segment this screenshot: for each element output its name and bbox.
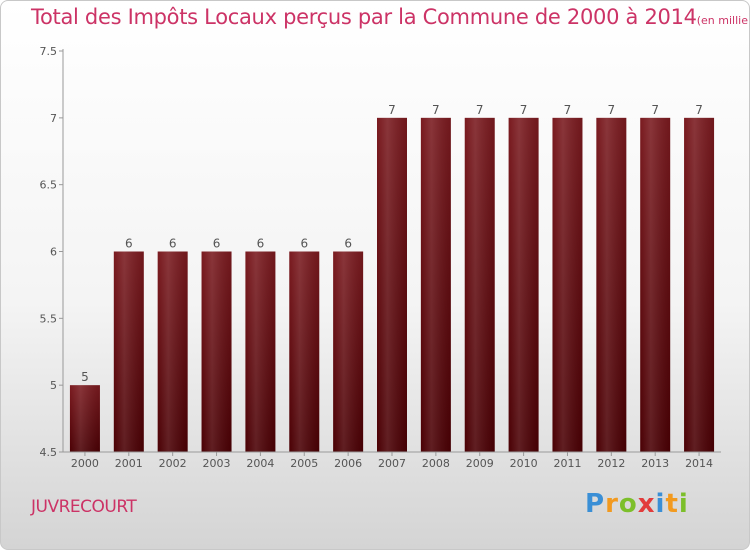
bar-value-label: 7 [695, 103, 703, 117]
x-tick-label: 2013 [641, 457, 669, 470]
y-tick-label: 7 [50, 112, 57, 125]
x-tick-label: 2012 [597, 457, 625, 470]
bar-2002: 6 [157, 237, 188, 452]
x-tick-label: 2002 [159, 457, 187, 470]
bar-shine [420, 117, 451, 452]
logo-letter: r [605, 489, 619, 519]
bar-shine [464, 117, 495, 452]
chart-unit: (en milliers d'€) [696, 14, 749, 27]
bar-2011: 7 [552, 103, 583, 452]
bar-value-label: 6 [344, 237, 352, 251]
bar-2009: 7 [464, 103, 495, 452]
bar-2010: 7 [508, 103, 539, 452]
bar-value-label: 7 [608, 103, 616, 117]
bar-shine [113, 251, 144, 452]
bar-shine [640, 117, 671, 452]
x-tick-label: 2011 [553, 457, 581, 470]
y-tick-label: 6.5 [40, 179, 58, 192]
bar-value-label: 7 [651, 103, 659, 117]
x-tick-label: 2000 [71, 457, 99, 470]
x-tick-label: 2005 [290, 457, 318, 470]
bar-value-label: 5 [81, 370, 89, 384]
bar-value-label: 7 [432, 103, 440, 117]
commune-name: JUVRECOURT [31, 497, 137, 517]
bar-value-label: 6 [169, 237, 177, 251]
bar-shine [157, 251, 188, 452]
bar-2004: 6 [245, 237, 276, 452]
bar-value-label: 6 [300, 237, 308, 251]
logo-letter: t [665, 489, 679, 519]
x-tick-label: 2003 [203, 457, 231, 470]
bar-shine [684, 117, 715, 452]
bar-value-label: 6 [125, 237, 133, 251]
y-axis: 4.5 5 5.5 6 6.5 7 7.5 [40, 45, 64, 459]
bar-2008: 7 [420, 103, 451, 452]
x-tick-label: 2004 [246, 457, 274, 470]
x-tick-label: 2001 [115, 457, 143, 470]
y-tick-label: 5 [50, 379, 57, 392]
y-tick-label: 5.5 [40, 312, 58, 325]
bar-shine [377, 117, 407, 452]
bar-shine [333, 251, 364, 452]
x-tick-label: 2008 [422, 457, 450, 470]
bar-2013: 7 [640, 103, 671, 452]
bar-shine [289, 251, 320, 452]
x-tick-label: 2010 [510, 457, 538, 470]
bar-value-label: 6 [213, 237, 221, 251]
x-tick-label: 2009 [466, 457, 494, 470]
logo-letter: o [618, 489, 638, 519]
bar-2001: 6 [113, 237, 144, 452]
x-tick-label: 2007 [378, 457, 406, 470]
x-axis: 2000 2001 2002 2003 2004 2005 2006 2007 2008 2009… [63, 451, 721, 470]
y-tick-label: 6 [50, 246, 57, 259]
logo-letter: x [637, 489, 656, 519]
bar-2003: 6 [201, 237, 232, 452]
bar-2014: 7 [684, 103, 715, 452]
bar-value-label: 6 [257, 237, 265, 251]
bar-shine [552, 117, 583, 452]
y-tick-label: 4.5 [40, 446, 58, 459]
bar-shine [201, 251, 232, 452]
bar-shine [245, 251, 276, 452]
proxiti-logo: Proxiti [585, 489, 689, 519]
bar-2005: 6 [289, 237, 320, 452]
bar-shine [69, 385, 100, 452]
bar-2012: 7 [596, 103, 627, 452]
bar-shine [508, 117, 539, 452]
y-tick-label: 7.5 [40, 45, 58, 58]
chart-title: Total des Impôts Locaux perçus par la Co… [31, 5, 749, 29]
logo-letter: i [678, 489, 689, 519]
bar-2000: 5 [69, 370, 100, 452]
x-tick-label: 2006 [334, 457, 362, 470]
chart-title-text: Total des Impôts Locaux perçus par la Co… [31, 5, 697, 29]
logo-letter: i [655, 489, 666, 519]
logo-letter: P [585, 489, 606, 519]
bar-2006: 6 [333, 237, 364, 452]
bar-value-label: 7 [476, 103, 484, 117]
bar-value-label: 7 [564, 103, 572, 117]
bar-value-label: 7 [520, 103, 528, 117]
bar-2007: 7 [377, 103, 407, 452]
bar-shine [596, 117, 627, 452]
bars-group: 5 6 6 6 6 6 6 7 7 7 7 7 7 7 7 [69, 103, 715, 452]
bar-value-label: 7 [388, 103, 396, 117]
x-tick-label: 2014 [685, 457, 713, 470]
